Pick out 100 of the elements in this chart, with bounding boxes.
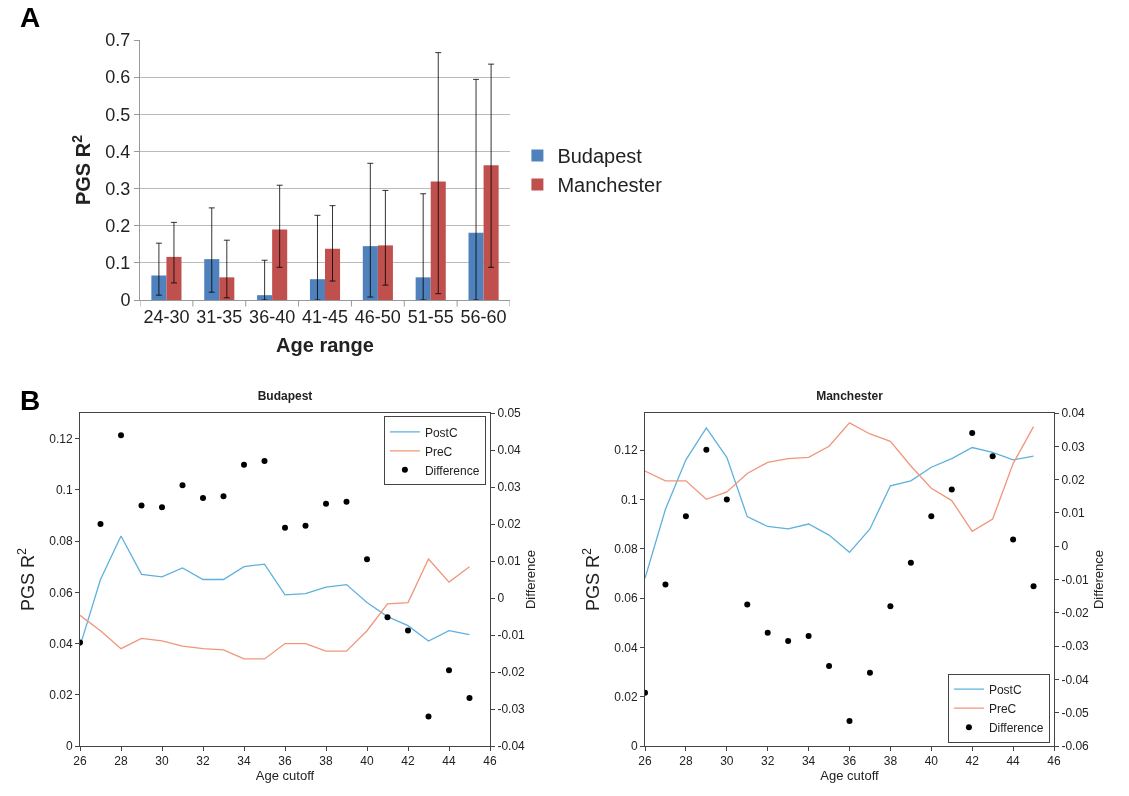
x-tick-label: 51-55 [407,306,454,327]
point [220,493,227,500]
y-tick-label: 0.4 [105,141,131,162]
x-tick-label: 46 [1047,754,1061,769]
point [866,669,873,676]
y2-axis-title: Difference [1091,549,1107,610]
x-tick-label: 34 [237,754,251,769]
point [282,524,288,531]
y2-tick-label: -0.03 [1061,639,1090,654]
x-tick-label: 26 [73,754,87,769]
y2-tick-label: -0.02 [1061,606,1090,620]
point [466,694,473,701]
x-tick-label: 40 [924,754,939,769]
point [969,429,976,436]
point [425,713,432,720]
y-tick-label: 0.1 [620,492,638,507]
y-tick-label: 0.5 [105,104,131,125]
y-tick-label: 0.02 [49,687,73,702]
point [405,627,411,634]
text: A [20,2,41,34]
y2-tick-label: -0.03 [497,702,526,717]
y2-tick-label: 0.03 [1061,439,1086,454]
line-series [645,427,1035,579]
legend-label: Manchester [557,174,663,197]
y-tick-label: 0.12 [49,431,73,446]
legend-label: PreC [988,701,1017,716]
point [200,495,206,502]
x-tick-label: 32 [196,754,210,769]
x-tick-label: 31-35 [196,306,243,327]
line-series [80,535,471,647]
y-tick-label: 0.06 [614,591,638,606]
y-tick-label: 0.08 [614,541,638,556]
point [97,521,104,527]
y2-axis-title: Difference [523,549,539,610]
legend-label: PostC [424,425,458,440]
point [989,453,996,460]
chart-title: Manchester [816,388,884,403]
point [744,601,751,608]
point [723,496,730,503]
point [948,486,955,493]
y-tick-label: 0.12 [614,443,638,458]
legend-label: Difference [988,720,1044,735]
point [364,556,370,563]
y-tick-label: 0 [120,290,131,311]
y2-tick-label: 0.01 [497,554,522,569]
x-tick-label: 26 [638,754,652,769]
x-axis-title: Age range [276,334,374,357]
line-series [80,558,471,660]
y2-tick-label: -0.04 [1061,672,1090,687]
point [907,559,914,566]
bar [377,245,393,300]
x-tick-label: 41-45 [301,306,349,327]
y-tick-label: 0.04 [614,640,638,655]
x-tick-label: 44 [1006,754,1021,769]
y-tick-label: 0.1 [105,253,131,274]
x-tick-label: 56-60 [460,306,507,327]
point [662,581,669,588]
bar [204,259,220,300]
point [179,482,186,489]
x-axis-title: Age cutoff [255,768,315,784]
point [785,638,792,645]
y-tick-label: 0.7 [105,30,131,51]
point [384,614,391,621]
point [1030,583,1037,590]
x-tick-label: 34 [801,754,816,769]
y-tick-label: 0.6 [105,67,131,88]
point [446,667,452,674]
point [159,504,165,511]
x-tick-label: 38 [883,754,898,769]
point [261,458,268,465]
point [826,663,833,670]
y2-tick-label: 0.03 [497,480,522,495]
bar [219,277,235,300]
y2-tick-label: -0.01 [497,628,526,643]
y2-tick-label: -0.06 [1061,739,1090,754]
legend-label: Difference [424,463,480,478]
x-tick-label: 42 [965,754,980,769]
bar [362,246,378,300]
y2-tick-label: 0.04 [1061,406,1086,421]
legend-label: PreC [424,444,453,459]
x-tick-label: 36-40 [249,306,296,327]
point [764,629,771,636]
y-tick-label: 0.08 [49,534,73,549]
y2-tick-label: 0 [497,591,505,606]
y-tick-label: 0.3 [105,178,131,199]
x-tick-label: 32 [761,754,775,769]
y-tick-label: 0.1 [55,483,73,498]
point [846,718,853,725]
x-tick-label: 42 [401,754,415,769]
bar [325,248,341,300]
y-tick-label: 0 [630,739,638,754]
line-series [645,422,1035,533]
point [138,502,145,509]
y2-tick-label: -0.05 [1061,705,1090,720]
bar [415,277,431,300]
x-tick-label: 40 [360,754,374,769]
x-tick-label: 46 [483,754,497,769]
chart-title: Budapest [257,388,313,403]
point [1010,536,1017,543]
point [928,513,935,520]
